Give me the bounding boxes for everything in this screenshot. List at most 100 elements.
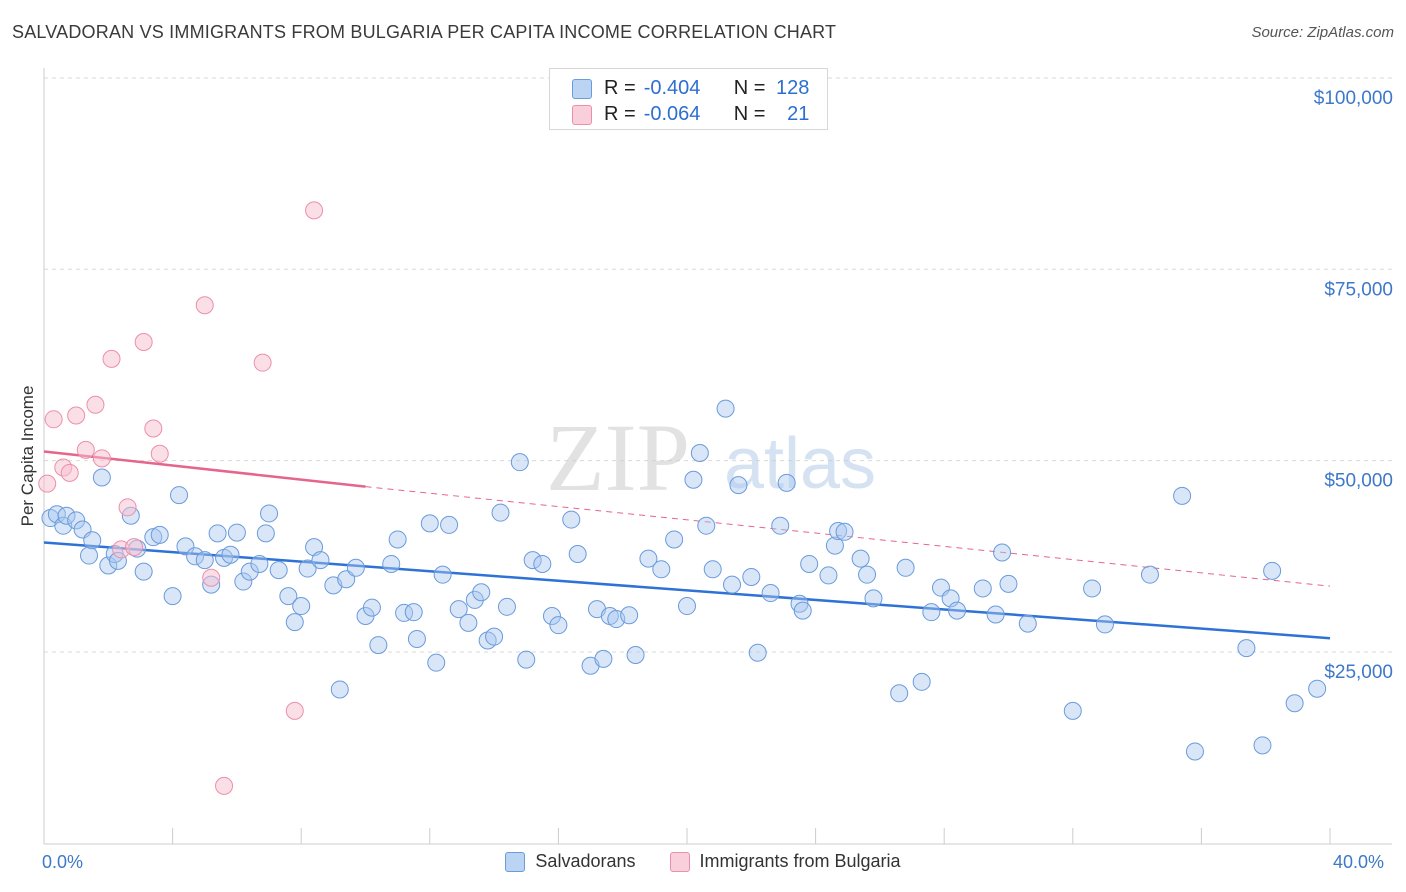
data-point-bulgaria xyxy=(60,463,79,482)
legend-item-salvadorans: Salvadorans xyxy=(505,851,636,872)
data-point-bulgaria xyxy=(134,333,153,352)
trend-line-bulgaria xyxy=(43,450,366,488)
data-point-salvadorans xyxy=(80,546,99,565)
data-point-bulgaria xyxy=(44,410,63,429)
data-point-salvadorans xyxy=(67,511,86,530)
legend-item-bulgaria: Immigrants from Bulgaria xyxy=(669,851,901,872)
data-point-bulgaria xyxy=(67,406,86,425)
data-point-salvadorans xyxy=(1018,614,1037,633)
data-point-salvadorans xyxy=(819,566,838,585)
data-point-salvadorans xyxy=(208,524,227,543)
series-legend: Salvadorans Immigrants from Bulgaria xyxy=(0,851,1406,872)
data-point-bulgaria xyxy=(92,449,111,468)
data-point-salvadorans xyxy=(298,559,317,578)
y-axis-label: Per Capita Income xyxy=(18,386,37,527)
data-point-salvadorans xyxy=(912,672,931,691)
data-point-salvadorans xyxy=(568,545,587,564)
trend-line-bulgaria-extension xyxy=(365,486,1331,587)
correlation-legend: R = -0.404 N = 128 R = -0.064 N = 21 xyxy=(549,68,828,130)
data-point-salvadorans xyxy=(697,516,716,535)
data-point-salvadorans xyxy=(1140,565,1159,584)
data-point-salvadorans xyxy=(47,505,66,524)
legend-swatch-pink xyxy=(572,104,592,125)
data-point-salvadorans xyxy=(986,605,1005,624)
data-point-salvadorans xyxy=(999,574,1018,593)
data-point-bulgaria xyxy=(144,419,163,438)
data-point-salvadorans xyxy=(684,470,703,489)
data-point-salvadorans xyxy=(723,575,742,594)
data-point-salvadorans xyxy=(825,536,844,555)
data-point-salvadorans xyxy=(440,515,459,534)
data-point-salvadorans xyxy=(491,503,510,522)
data-point-salvadorans xyxy=(337,570,356,589)
data-point-salvadorans xyxy=(793,601,812,620)
axes xyxy=(43,68,1392,845)
series-salvadorans xyxy=(41,399,1327,761)
legend-row-salvadorans: R = -0.404 N = 128 xyxy=(572,77,809,100)
legend-label-bulgaria: Immigrants from Bulgaria xyxy=(699,851,901,871)
x-axis-min-label: 0.0% xyxy=(42,852,84,872)
data-point-salvadorans xyxy=(549,616,568,635)
data-point-salvadorans xyxy=(1237,639,1256,658)
data-point-bulgaria xyxy=(86,395,105,414)
watermark-zip: ZIP xyxy=(546,404,690,511)
data-point-salvadorans xyxy=(362,598,381,617)
data-point-salvadorans xyxy=(221,545,240,564)
data-point-salvadorans xyxy=(485,627,504,646)
data-point-salvadorans xyxy=(771,516,790,535)
watermark-atlas: atlas xyxy=(724,424,876,504)
data-point-salvadorans xyxy=(703,560,722,579)
data-point-salvadorans xyxy=(449,600,468,619)
data-point-salvadorans xyxy=(311,551,330,570)
gridlines xyxy=(44,77,1392,653)
data-point-salvadorans xyxy=(523,551,542,570)
data-point-salvadorans xyxy=(993,543,1012,562)
data-point-salvadorans xyxy=(92,468,111,487)
data-point-salvadorans xyxy=(369,636,388,655)
y-tick-label: $25,000 xyxy=(1324,662,1393,683)
data-point-salvadorans xyxy=(665,530,684,549)
data-point-salvadorans xyxy=(99,556,118,575)
data-point-bulgaria xyxy=(215,776,234,795)
data-point-salvadorans xyxy=(542,606,561,625)
data-point-bulgaria xyxy=(118,498,137,517)
data-point-salvadorans xyxy=(1185,742,1204,761)
data-point-salvadorans xyxy=(404,603,423,622)
data-point-salvadorans xyxy=(858,565,877,584)
legend-r-label: R = xyxy=(604,103,636,125)
data-point-salvadorans xyxy=(835,522,854,541)
legend-r-value: -0.404 xyxy=(643,77,701,99)
legend-swatch-bulgaria xyxy=(669,851,690,872)
data-point-salvadorans xyxy=(922,603,941,622)
data-point-salvadorans xyxy=(330,680,349,699)
data-point-salvadorans xyxy=(427,653,446,672)
data-point-salvadorans xyxy=(510,453,529,472)
data-point-salvadorans xyxy=(620,606,639,625)
source-label: Source: ZipAtlas.com xyxy=(1251,24,1394,41)
data-point-salvadorans xyxy=(748,643,767,662)
data-point-bulgaria xyxy=(125,538,144,557)
data-point-salvadorans xyxy=(533,554,552,573)
data-point-salvadorans xyxy=(227,523,246,542)
legend-n-label: N = xyxy=(733,77,766,99)
data-point-salvadorans xyxy=(83,531,102,550)
y-tick-label: $100,000 xyxy=(1314,88,1393,109)
data-point-salvadorans xyxy=(176,537,195,556)
data-point-salvadorans xyxy=(864,589,883,608)
data-point-salvadorans xyxy=(1063,701,1082,720)
y-tick-label: $50,000 xyxy=(1324,471,1393,492)
data-point-salvadorans xyxy=(407,629,426,648)
data-point-bulgaria xyxy=(76,440,95,459)
legend-r-value: -0.064 xyxy=(643,103,701,125)
data-point-salvadorans xyxy=(562,510,581,529)
data-point-salvadorans xyxy=(761,584,780,603)
data-point-salvadorans xyxy=(1095,615,1114,634)
data-point-salvadorans xyxy=(800,554,819,573)
data-point-salvadorans xyxy=(1285,694,1304,713)
data-point-salvadorans xyxy=(742,567,761,586)
data-point-salvadorans xyxy=(459,613,478,632)
data-point-salvadorans xyxy=(420,514,439,533)
y-tick-labels: $25,000 $50,000 $75,000 $100,000 xyxy=(1314,88,1393,683)
data-point-salvadorans xyxy=(652,560,671,579)
